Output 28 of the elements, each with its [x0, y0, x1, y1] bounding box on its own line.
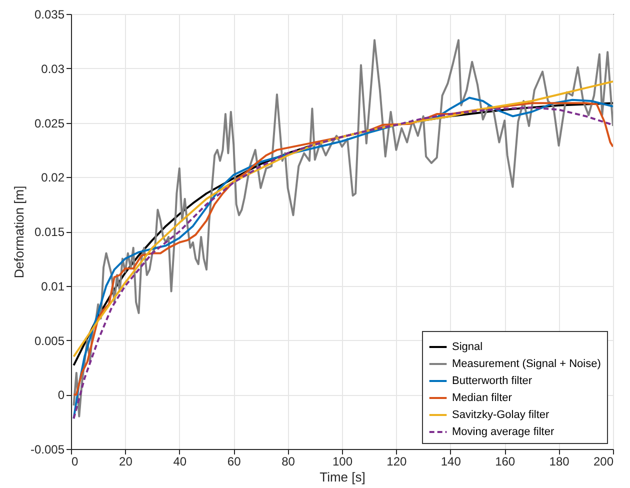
legend-label: Measurement (Signal + Noise)	[452, 358, 601, 370]
legend-label: Moving average filter	[452, 426, 554, 438]
x-tick-label: 100	[332, 454, 353, 468]
y-tick-label: 0.015	[34, 225, 65, 239]
y-axis-title: Deformation [m]	[11, 186, 26, 278]
x-tick-label: 180	[549, 454, 570, 468]
y-tick-label: 0.02	[41, 170, 65, 185]
legend-label: Signal	[452, 341, 483, 353]
y-tick-label: 0.035	[34, 8, 65, 22]
y-tick-label: 0.03	[41, 62, 65, 76]
x-tick-label: 200	[593, 454, 614, 468]
y-tick-label: 0.005	[34, 334, 65, 348]
y-tick-label: 0.025	[34, 116, 65, 130]
legend-label: Median filter	[452, 392, 512, 404]
x-axis-title: Time [s]	[320, 470, 366, 484]
x-tick-label: 160	[495, 454, 516, 468]
x-tick-label: 0	[72, 454, 78, 468]
x-tick-label: 120	[386, 454, 408, 468]
y-tick-label: 0	[58, 388, 65, 402]
y-tick-label: -0.005	[30, 442, 65, 456]
x-tick-label: 140	[440, 454, 462, 468]
legend-label: Savitzky-Golay filter	[452, 409, 550, 421]
x-tick-label: 60	[227, 454, 242, 468]
legend-label: Butterworth filter	[452, 375, 532, 387]
x-tick-label: 40	[173, 454, 187, 468]
y-tick-label: 0.01	[41, 279, 65, 294]
x-tick-label: 20	[119, 454, 133, 468]
x-tick-label: 80	[282, 454, 296, 468]
